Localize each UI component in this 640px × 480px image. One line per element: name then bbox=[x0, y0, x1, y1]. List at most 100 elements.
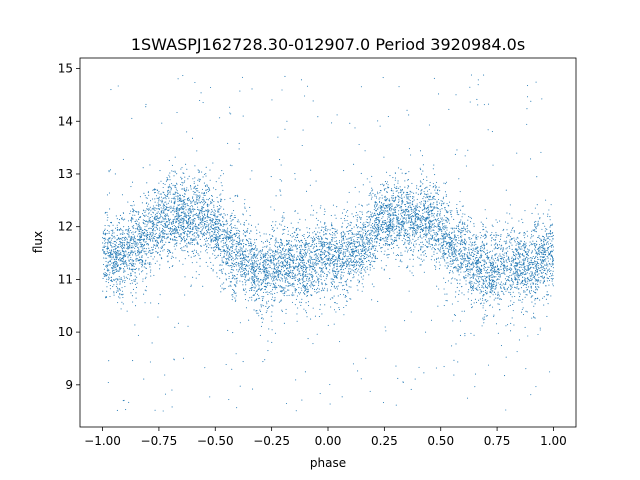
data-point bbox=[429, 185, 431, 187]
data-point bbox=[208, 237, 210, 240]
data-point bbox=[393, 240, 395, 242]
data-point bbox=[399, 260, 401, 262]
data-point bbox=[510, 286, 512, 288]
data-point bbox=[310, 251, 312, 253]
data-point bbox=[156, 225, 158, 227]
data-point bbox=[339, 253, 341, 255]
data-point bbox=[102, 290, 104, 292]
data-point bbox=[433, 206, 436, 208]
data-point bbox=[169, 172, 171, 174]
data-point bbox=[278, 274, 280, 276]
data-point bbox=[525, 242, 527, 244]
data-point bbox=[370, 233, 372, 235]
data-point bbox=[348, 265, 350, 267]
data-point bbox=[519, 299, 521, 301]
data-point bbox=[272, 282, 274, 284]
data-point bbox=[175, 187, 177, 189]
data-point bbox=[166, 203, 168, 205]
data-point bbox=[549, 219, 551, 221]
data-point bbox=[388, 216, 390, 218]
data-point bbox=[122, 262, 125, 264]
data-point bbox=[365, 271, 367, 273]
data-point bbox=[259, 231, 261, 233]
data-point bbox=[241, 264, 243, 266]
data-point bbox=[231, 250, 233, 252]
data-point bbox=[225, 274, 227, 276]
data-point bbox=[417, 188, 420, 190]
data-point bbox=[319, 255, 321, 257]
data-point bbox=[460, 209, 462, 211]
data-point bbox=[157, 208, 159, 210]
data-point bbox=[417, 236, 419, 239]
data-point bbox=[410, 154, 412, 156]
data-point bbox=[531, 242, 533, 244]
data-point bbox=[254, 256, 256, 258]
data-point bbox=[375, 205, 377, 207]
data-point bbox=[143, 266, 145, 268]
data-point bbox=[498, 293, 500, 295]
data-point bbox=[246, 273, 248, 275]
data-point bbox=[452, 238, 454, 240]
data-point bbox=[129, 278, 131, 280]
data-point bbox=[357, 249, 359, 251]
data-point bbox=[495, 293, 497, 295]
data-point bbox=[376, 216, 378, 218]
data-point bbox=[173, 224, 175, 227]
data-point bbox=[234, 249, 236, 251]
data-point bbox=[550, 236, 552, 238]
data-point bbox=[423, 236, 425, 238]
data-point bbox=[113, 284, 115, 286]
data-point bbox=[216, 196, 218, 198]
data-point bbox=[114, 256, 117, 258]
data-point bbox=[268, 271, 270, 273]
data-point bbox=[457, 250, 459, 252]
data-point bbox=[157, 211, 159, 213]
data-point bbox=[434, 174, 436, 176]
data-point bbox=[294, 173, 296, 175]
data-point bbox=[255, 239, 258, 241]
data-point bbox=[438, 268, 441, 270]
data-point bbox=[250, 224, 253, 226]
data-point bbox=[385, 330, 387, 332]
data-point bbox=[108, 192, 111, 194]
data-point bbox=[428, 188, 430, 191]
data-point bbox=[549, 371, 551, 373]
data-point bbox=[476, 250, 478, 252]
data-point bbox=[337, 250, 339, 252]
data-point bbox=[152, 189, 154, 191]
data-point bbox=[536, 252, 538, 254]
data-point bbox=[173, 205, 175, 207]
data-point bbox=[146, 197, 148, 199]
data-point bbox=[464, 249, 466, 251]
data-point bbox=[514, 241, 516, 243]
data-point bbox=[552, 231, 554, 234]
data-point bbox=[214, 213, 216, 215]
data-point bbox=[310, 258, 312, 260]
data-point bbox=[241, 250, 243, 252]
data-point bbox=[179, 235, 181, 237]
data-point bbox=[237, 263, 239, 265]
data-point bbox=[148, 235, 151, 238]
data-point bbox=[297, 283, 299, 285]
data-point bbox=[267, 350, 269, 352]
data-point bbox=[335, 240, 338, 242]
data-point bbox=[309, 267, 311, 269]
data-point bbox=[173, 232, 175, 234]
data-point bbox=[351, 231, 353, 234]
data-point bbox=[317, 237, 319, 240]
data-point bbox=[257, 267, 259, 270]
data-point bbox=[228, 277, 230, 280]
data-point bbox=[206, 224, 208, 226]
data-point bbox=[160, 224, 162, 226]
data-point bbox=[147, 222, 149, 224]
data-point bbox=[302, 255, 304, 257]
data-point bbox=[485, 301, 487, 303]
data-point bbox=[526, 272, 528, 274]
data-point bbox=[153, 223, 155, 225]
data-point bbox=[206, 240, 208, 242]
data-point bbox=[454, 296, 457, 298]
data-point bbox=[183, 246, 185, 248]
data-point bbox=[354, 247, 356, 249]
data-point bbox=[154, 201, 156, 203]
data-point bbox=[455, 250, 457, 252]
